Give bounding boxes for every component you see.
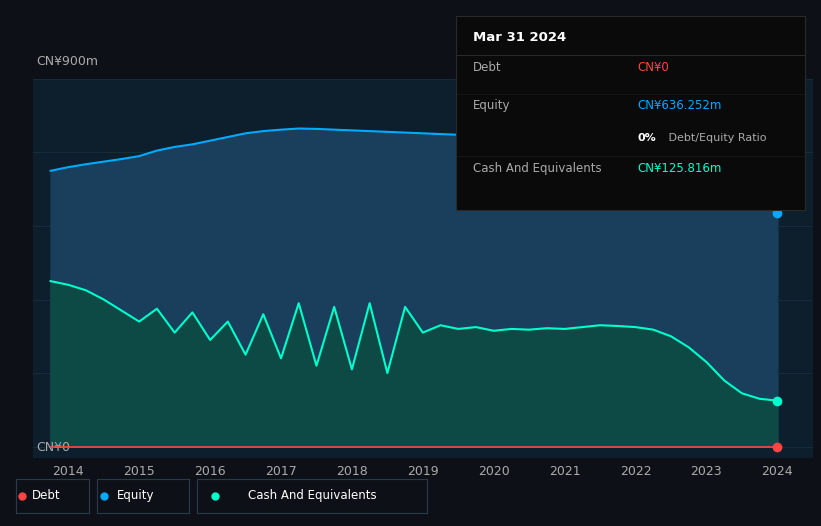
Text: Cash And Equivalents: Cash And Equivalents — [248, 489, 376, 502]
Text: Mar 31 2024: Mar 31 2024 — [473, 32, 566, 44]
Text: 0%: 0% — [637, 133, 656, 143]
Text: CN¥125.816m: CN¥125.816m — [637, 162, 722, 175]
Text: CN¥0: CN¥0 — [637, 60, 669, 74]
Text: CN¥900m: CN¥900m — [37, 55, 99, 67]
Text: Equity: Equity — [117, 489, 154, 502]
Text: Cash And Equivalents: Cash And Equivalents — [473, 162, 602, 175]
Text: CN¥636.252m: CN¥636.252m — [637, 99, 722, 113]
Text: Debt/Equity Ratio: Debt/Equity Ratio — [665, 133, 767, 143]
Text: CN¥0: CN¥0 — [37, 441, 71, 454]
Text: Debt: Debt — [473, 60, 502, 74]
Text: Debt: Debt — [32, 489, 61, 502]
Text: Equity: Equity — [473, 99, 511, 113]
